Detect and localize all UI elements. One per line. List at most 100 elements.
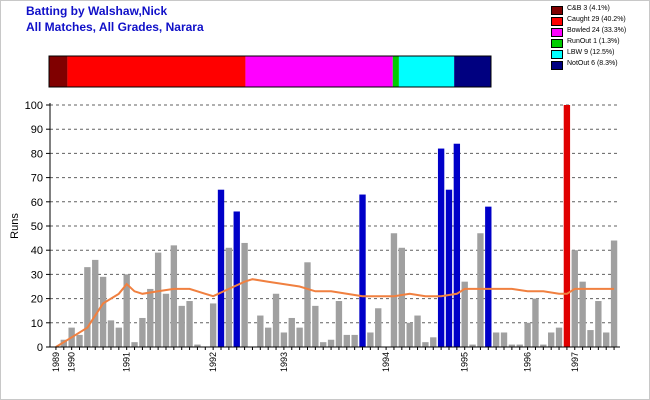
bar-innings-39 <box>351 334 358 347</box>
y-tick-label: 60 <box>31 197 43 209</box>
y-tick-label: 10 <box>31 318 43 330</box>
y-tick-label: 0 <box>37 342 43 354</box>
bar-innings-53 <box>461 281 468 347</box>
x-season-label: 1994 <box>381 352 391 372</box>
x-season-label: 1989 <box>51 352 61 372</box>
average-line-path <box>55 278 615 348</box>
bar-innings-13 <box>147 288 154 347</box>
x-season-label: 1996 <box>523 352 533 372</box>
x-season-label: 1993 <box>279 352 289 372</box>
bar-innings-42 <box>375 308 382 347</box>
chart-subtitle: All Matches, All Grades, Narara <box>26 20 204 34</box>
dismissal-segment-lbw <box>398 56 455 87</box>
bar-innings-70 <box>595 301 602 347</box>
dismissal-segment-runout <box>392 56 399 87</box>
bar-innings-22 <box>217 189 225 347</box>
bar-innings-18 <box>186 301 193 347</box>
bar-innings-11 <box>131 342 138 347</box>
bar-innings-63 <box>540 344 547 347</box>
legend-label: LBW 9 (12.5%) <box>567 49 615 56</box>
bar-innings-28 <box>265 327 272 347</box>
bar-innings-23 <box>225 247 233 347</box>
bar-innings-41 <box>367 332 374 347</box>
y-tick-label: 20 <box>31 294 43 306</box>
y-axis-label: Runs <box>9 213 21 239</box>
bar-innings-61 <box>524 322 531 347</box>
legend-swatch <box>551 6 563 15</box>
y-tick-label: 90 <box>31 124 43 136</box>
legend-swatch <box>551 17 563 26</box>
bar-innings-19 <box>194 344 201 347</box>
bar-innings-10 <box>123 274 130 347</box>
bar-innings-7 <box>99 276 107 347</box>
bar-innings-46 <box>406 322 413 347</box>
y-tick-label: 30 <box>31 269 43 281</box>
y-tick-label: 40 <box>31 245 43 257</box>
bar-innings-33 <box>304 262 311 347</box>
bar-innings-58 <box>500 332 508 347</box>
bar-innings-30 <box>280 332 288 347</box>
x-season-label: 1990 <box>67 352 77 372</box>
bar-innings-24 <box>233 211 240 347</box>
legend-label: Caught 29 (40.2%) <box>567 16 626 23</box>
dismissal-bar-border <box>48 55 492 88</box>
bar-innings-5 <box>84 267 91 347</box>
x-season-label: 1995 <box>460 352 470 372</box>
bar-innings-31 <box>288 317 295 347</box>
bar-innings-62 <box>532 298 539 347</box>
bar-innings-16 <box>170 245 178 347</box>
bar-innings-36 <box>327 339 335 347</box>
bar-innings-71 <box>603 332 610 347</box>
bar-innings-4 <box>76 334 83 347</box>
y-tick-label: 80 <box>31 148 43 160</box>
bar-innings-17 <box>178 305 185 347</box>
bar-innings-52 <box>453 143 461 347</box>
legend-label: C&B 3 (4.1%) <box>567 5 610 12</box>
bar-innings-44 <box>390 233 398 347</box>
bar-innings-49 <box>430 337 437 347</box>
bar-innings-25 <box>241 242 248 347</box>
bar-innings-60 <box>516 344 523 347</box>
bar-innings-34 <box>312 305 319 347</box>
bar-innings-47 <box>414 315 421 347</box>
average-line <box>55 278 615 348</box>
dismissal-segment-notout <box>454 56 491 87</box>
innings-bars <box>60 105 618 347</box>
bar-innings-8 <box>107 320 115 347</box>
bar-innings-59 <box>508 344 516 347</box>
bar-innings-6 <box>92 259 99 347</box>
y-tick-label: 100 <box>25 100 43 112</box>
bar-innings-65 <box>555 327 563 347</box>
x-season-label: 1997 <box>570 352 580 372</box>
bar-innings-55 <box>477 233 484 347</box>
y-tick-label: 50 <box>31 221 43 233</box>
bar-innings-12 <box>139 317 146 347</box>
legend-swatch <box>551 28 563 37</box>
legend-label: NotOut 6 (8.3%) <box>567 60 618 67</box>
dismissal-segment-bowled <box>245 56 393 87</box>
bar-innings-2 <box>60 339 67 347</box>
bar-innings-50 <box>437 148 445 347</box>
dismissal-segment-caught <box>67 56 246 87</box>
gridlines <box>50 104 620 324</box>
bar-innings-48 <box>422 342 429 347</box>
bar-innings-64 <box>548 332 555 347</box>
legend-label: Bowled 24 (33.3%) <box>567 27 627 34</box>
legend-swatch <box>551 61 563 70</box>
axes: 0 10 20 30 40 50 60 70 80 90 100 1989 1990 1991 1992 19… <box>25 100 620 372</box>
bar-innings-29 <box>272 293 280 347</box>
bar-innings-21 <box>209 303 217 347</box>
bar-innings-72 <box>610 240 618 347</box>
bar-innings-54 <box>469 344 476 347</box>
bar-innings-27 <box>257 315 264 347</box>
bar-innings-51 <box>445 189 453 347</box>
x-season-label: 1991 <box>122 352 132 372</box>
dismissal-segment-c&b <box>49 56 68 87</box>
bar-innings-40 <box>359 194 366 347</box>
bar-innings-56 <box>485 206 492 347</box>
bar-innings-9 <box>115 327 122 347</box>
bar-innings-14 <box>154 252 162 347</box>
bar-innings-35 <box>320 342 327 347</box>
bar-innings-66 <box>563 105 571 347</box>
